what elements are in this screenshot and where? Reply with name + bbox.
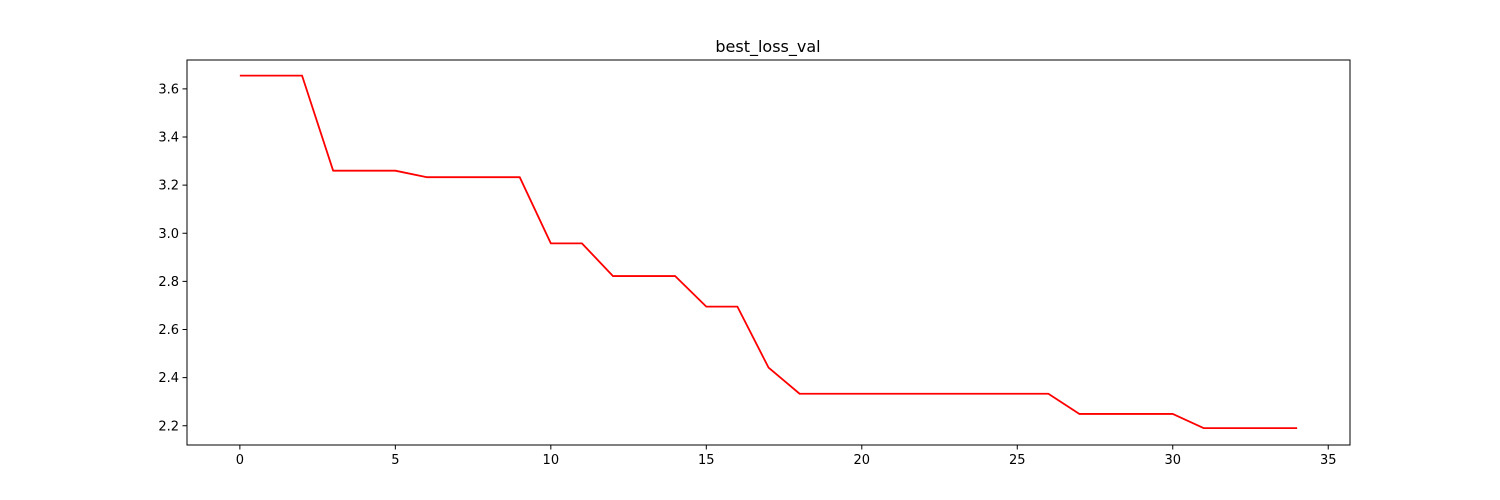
y-tick-label: 2.6 <box>158 323 179 338</box>
x-tick-label: 25 <box>1009 453 1026 468</box>
x-tick-label: 30 <box>1164 453 1181 468</box>
x-tick-label: 0 <box>236 453 244 468</box>
y-tick-label: 2.8 <box>158 275 179 290</box>
series-line-0 <box>239 74 1298 430</box>
y-tick-label: 2.4 <box>158 371 179 386</box>
x-tick-label: 5 <box>391 453 399 468</box>
plot-area <box>239 74 1298 430</box>
axes: 0 5 10 15 20 25 30 35 2.2 2.4 2.6 2.8 3.0 3.2 3.4 3.6 <box>158 59 1351 468</box>
axes-frame <box>186 59 1351 446</box>
y-tick-label: 3.6 <box>158 82 179 97</box>
x-tick-label: 20 <box>854 453 871 468</box>
x-tick-label: 35 <box>1320 453 1337 468</box>
y-tick-label: 2.2 <box>158 419 179 434</box>
x-tick-label: 10 <box>543 453 560 468</box>
y-tick-label: 3.2 <box>158 179 179 194</box>
y-tick-label: 3.0 <box>158 227 179 242</box>
y-tick-label: 3.4 <box>158 131 179 146</box>
x-tick-label: 15 <box>698 453 715 468</box>
chart-title: best_loss_val <box>715 37 820 57</box>
